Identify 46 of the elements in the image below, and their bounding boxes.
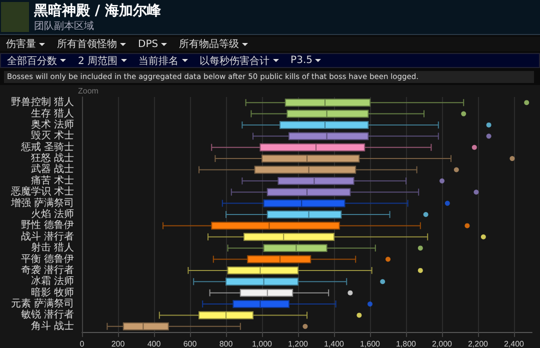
- y-tick-label: 痛苦 术士: [31, 174, 74, 186]
- y-tick-label: 奇袭 潜行者: [21, 264, 74, 276]
- x-tick-label: 1,200: [288, 340, 309, 348]
- text: 伤害量: [6, 38, 36, 51]
- text: Zoom: [78, 86, 99, 96]
- y-tick-label: 冰霜 法师: [31, 275, 74, 288]
- y-tick-label: 角斗 战士: [31, 320, 74, 332]
- y-tick-label: 平衡 德鲁伊: [21, 252, 74, 265]
- y-tick-label: 野性 德鲁伊: [21, 219, 74, 232]
- text: DPS: [138, 38, 158, 50]
- y-tick-label: 毁灭 术士: [31, 130, 74, 142]
- x-tick-label: 400: [147, 340, 162, 348]
- y-tick-label: 射击 猎人: [31, 242, 74, 254]
- y-tick-label: 元素 萨满祭司: [11, 298, 74, 310]
- x-tick-label: 1,000: [252, 340, 273, 348]
- text: P3.5: [290, 55, 312, 66]
- y-tick-label: 恶魔学识 术士: [10, 186, 74, 198]
- x-tick-label: 0: [80, 340, 85, 348]
- x-tick-label: 1,400: [324, 340, 345, 348]
- text: 所有首领怪物: [57, 38, 117, 51]
- text: 当前排名: [138, 54, 179, 68]
- x-tick-label: 2,200: [468, 340, 489, 348]
- x-tick-label: 2,400: [504, 340, 525, 348]
- x-tick-label: 800: [219, 340, 234, 348]
- y-tick-label: 狂怒 战士: [31, 152, 74, 164]
- y-tick-label: 奥术 法师: [31, 118, 74, 130]
- text: 所有物品等级: [179, 38, 240, 51]
- x-tick-label: 1,600: [360, 340, 381, 348]
- y-tick-label: 增强 萨满祭司: [10, 196, 74, 209]
- chart-title: 黑暗神殿 / 海加尔峰: [34, 2, 161, 20]
- y-tick-label: 火焰 法师: [31, 208, 74, 220]
- text: 2 周范围: [78, 54, 118, 68]
- text: 全部百分数: [7, 54, 57, 68]
- x-tick-label: 1,800: [396, 340, 417, 348]
- chart-subtitle: 团队副本区域: [34, 20, 94, 33]
- y-tick-label: 武器 战士: [31, 163, 74, 176]
- y-tick-label: 生存 猎人: [31, 107, 74, 120]
- text: 以每秒伤害合计: [200, 54, 270, 68]
- x-tick-label: 600: [183, 340, 198, 348]
- y-tick-label: 暗影 牧师: [31, 286, 74, 298]
- y-tick-label: 战斗 潜行者: [21, 230, 74, 242]
- y-tick-label: 敏锐 潜行者: [21, 308, 74, 321]
- x-tick-label: 200: [111, 340, 126, 348]
- y-tick-label: 野兽控制 猎人: [11, 96, 74, 108]
- x-tick-label: 2,000: [432, 340, 453, 348]
- y-tick-label: 惩戒 圣骑士: [20, 140, 74, 153]
